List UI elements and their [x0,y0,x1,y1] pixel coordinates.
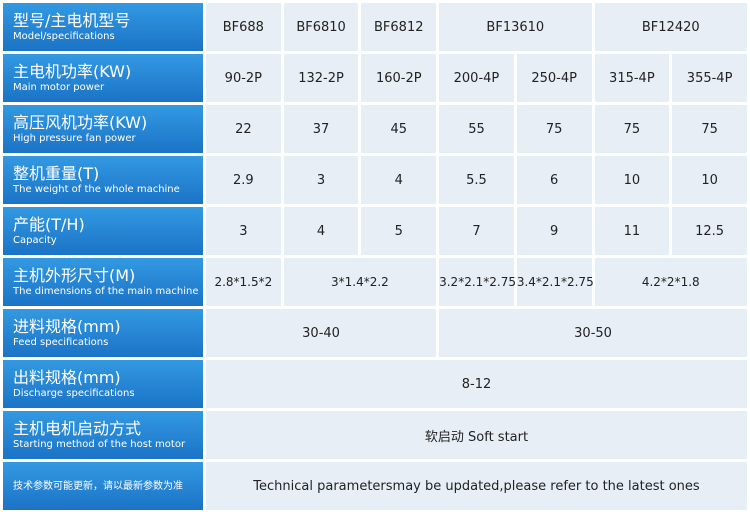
table-cell: 11 [594,207,670,255]
row-label-en: The dimensions of the main machine [13,286,199,297]
table-cell: 4 [283,207,359,255]
table-cell: 37 [283,105,359,153]
table-cell: 6 [516,156,592,204]
table-cell: 45 [361,105,437,153]
table-cell: 10 [594,156,670,204]
table-cell: 3.2*2.1*2.75 [439,258,516,306]
table-cell: 8-12 [206,360,747,408]
table-row: 技术参数可能更新，请以最新参数为准 Technical parametersmay… [3,462,747,510]
row-label-en: Discharge specifications [13,388,135,399]
table-cell: 75 [672,105,747,153]
table-cell: Technical parametersmay be updated,pleas… [206,462,747,510]
table-cell: 355-4P [672,54,747,102]
table-cell: 132-2P [283,54,359,102]
row-header: 出料规格(mm) Discharge specifications [3,360,203,408]
table-cell: 2.8*1.5*2 [206,258,281,306]
row-label-en: Starting method of the host motor [13,439,186,450]
table-cell: 160-2P [361,54,437,102]
row-label-en: Main motor power [13,82,105,93]
table-row: 整机重量(T) The weight of the whole machine 2.… [3,156,747,204]
table-cell: BF6810 [283,3,359,51]
table-cell: 75 [516,105,592,153]
spec-table: 型号/主电机型号 Model/specifications BF688 BF6810 B… [3,3,747,510]
row-header: 高压风机功率(KW) High pressure fan power [3,105,203,153]
table-cell: 75 [594,105,670,153]
table-cell: 9 [516,207,592,255]
table-row: 主机电机启动方式 Starting method of the host moto… [3,411,747,459]
table-cell: 4.2*2*1.8 [594,258,747,306]
row-header: 进料规格(mm) Feed specifications [3,309,203,357]
table-cell: 12.5 [672,207,747,255]
row-header: 技术参数可能更新，请以最新参数为准 [3,462,203,510]
row-label: 出料规格(mm) [13,368,121,387]
table-cell: 30-50 [439,309,747,357]
table-cell: 90-2P [206,54,281,102]
row-label-en: Feed specifications [13,337,109,348]
row-label: 高压风机功率(KW) [13,113,148,132]
row-header: 型号/主电机型号 Model/specifications [3,3,203,51]
table-cell: 5 [361,207,437,255]
table-cell: 3 [283,156,359,204]
row-header: 整机重量(T) The weight of the whole machine [3,156,203,204]
row-label: 产能(T/H) [13,215,85,234]
table-cell: 10 [672,156,747,204]
table-row: 主电机功率(KW) Main motor power 90-2P 132-2P 160-… [3,54,747,102]
table-cell: 3*1.4*2.2 [283,258,437,306]
table-cell: 2.9 [206,156,281,204]
table-cell: 30-40 [206,309,437,357]
row-label: 技术参数可能更新，请以最新参数为准 [13,480,183,492]
table-row: 高压风机功率(KW) High pressure fan power 22 37 45 5… [3,105,747,153]
row-header: 主机外形尺寸(M) The dimensions of the main mach… [3,258,203,306]
table-row: 出料规格(mm) Discharge specifications 8-12 [3,360,747,408]
table-cell: 3 [206,207,281,255]
table-cell: 250-4P [516,54,592,102]
row-label: 主机外形尺寸(M) [13,266,136,285]
table-cell: 22 [206,105,281,153]
table-cell: 200-4P [439,54,514,102]
table-cell: BF6812 [361,3,437,51]
table-cell: BF13610 [439,3,592,51]
row-header: 产能(T/H) Capacity [3,207,203,255]
row-label-en: High pressure fan power [13,133,136,144]
row-label-en: Model/specifications [13,31,115,42]
row-label: 主机电机启动方式 [13,419,142,438]
table-row: 进料规格(mm) Feed specifications 30-40 30-50 [3,309,747,357]
table-cell: 4 [361,156,437,204]
row-label: 型号/主电机型号 [13,11,131,30]
table-cell: 5.5 [439,156,514,204]
table-cell: BF688 [206,3,281,51]
table-cell: 55 [439,105,514,153]
table-cell: 7 [439,207,514,255]
row-header: 主电机功率(KW) Main motor power [3,54,203,102]
table-row: 主机外形尺寸(M) The dimensions of the main mach… [3,258,747,306]
row-label-en: The weight of the whole machine [13,184,180,195]
table-cell: BF12420 [594,3,747,51]
table-row: 产能(T/H) Capacity 3 4 5 7 9 11 12.5 [3,207,747,255]
table-cell: 3.4*2.1*2.75 [516,258,594,306]
row-label-en: Capacity [13,235,57,246]
row-header: 主机电机启动方式 Starting method of the host moto… [3,411,203,459]
row-label: 进料规格(mm) [13,317,121,336]
table-cell: 315-4P [594,54,670,102]
row-label: 整机重量(T) [13,164,100,183]
table-cell: 软启动 Soft start [206,411,747,459]
table-row: 型号/主电机型号 Model/specifications BF688 BF6810 B… [3,3,747,51]
row-label: 主电机功率(KW) [13,62,132,81]
